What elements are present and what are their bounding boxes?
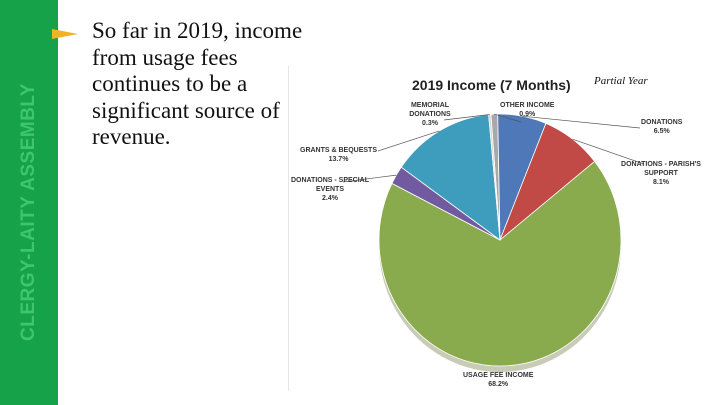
leader-line bbox=[522, 115, 641, 129]
leader-line bbox=[572, 138, 645, 165]
slice-value: 13.7% bbox=[328, 156, 349, 163]
slice-name: OTHER INCOME bbox=[500, 102, 555, 109]
slice-value: 0.9% bbox=[519, 111, 536, 118]
slice-label-other-income: OTHER INCOME 0.9% bbox=[500, 101, 554, 119]
leader-line bbox=[342, 174, 397, 183]
slice-name: DONATIONS bbox=[641, 119, 683, 126]
slice-value: 8.1% bbox=[653, 179, 669, 186]
slice-name: DONATIONS - SPECIAL EVENTS bbox=[290, 177, 370, 193]
slice-name: MEMORIAL DONATIONS bbox=[409, 102, 451, 118]
chart-title: 2019 Income (7 Months) bbox=[412, 77, 571, 93]
slice-name: USAGE FEE INCOME bbox=[463, 372, 534, 379]
slice-label-grants: GRANTS & BEQUESTS 13.7% bbox=[300, 146, 377, 164]
slice-label-parish-support: DONATIONS - PARISH'S SUPPORT 8.1% bbox=[618, 160, 704, 187]
slice-label-usage-fee: USAGE FEE INCOME 68.2% bbox=[463, 371, 533, 389]
slice-value: 0.3% bbox=[422, 120, 438, 127]
bullet-arrow-icon bbox=[52, 29, 78, 39]
slice-name: DONATIONS - PARISH'S SUPPORT bbox=[621, 161, 701, 177]
slice-label-donations: DONATIONS 6.5% bbox=[641, 118, 682, 136]
leader-line bbox=[443, 114, 490, 121]
chart-frame bbox=[288, 66, 715, 391]
slice-value: 68.2% bbox=[488, 381, 509, 388]
slice-value: 6.5% bbox=[653, 128, 670, 135]
leader-line bbox=[494, 113, 522, 123]
bullet-text: So far in 2019, income from usage fees c… bbox=[92, 18, 303, 149]
sidebar-band: CLERGY-LAITY ASSEMBLY bbox=[0, 0, 58, 405]
leader-line bbox=[377, 130, 440, 152]
slice-label-special-events: DONATIONS - SPECIAL EVENTS 2.4% bbox=[290, 176, 370, 203]
pie-slice-usage-fee-income bbox=[378, 160, 622, 367]
slice-label-memorial: MEMORIAL DONATIONS 0.3% bbox=[403, 101, 457, 128]
slice-value: 2.4% bbox=[322, 195, 338, 202]
chart-note: Partial Year bbox=[594, 75, 648, 87]
slice-name: GRANTS & BEQUESTS bbox=[300, 147, 378, 154]
